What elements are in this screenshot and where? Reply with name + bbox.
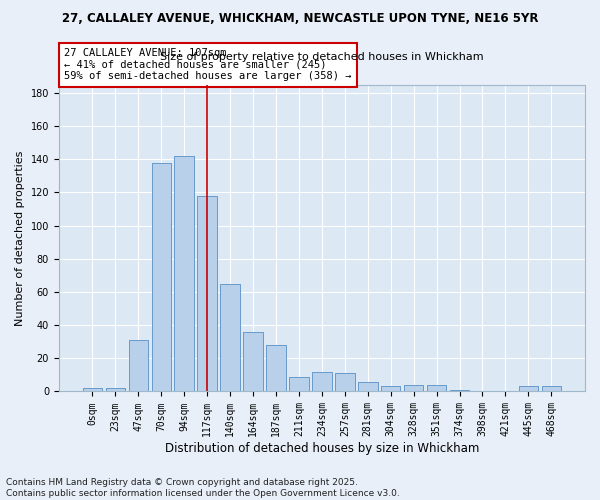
Bar bbox=[518, 386, 538, 392]
X-axis label: Distribution of detached houses by size in Whickham: Distribution of detached houses by size … bbox=[165, 442, 479, 455]
Bar bbox=[542, 386, 561, 392]
Bar bbox=[244, 332, 263, 392]
Bar bbox=[106, 388, 125, 392]
Bar bbox=[175, 156, 194, 392]
Text: 27, CALLALEY AVENUE, WHICKHAM, NEWCASTLE UPON TYNE, NE16 5YR: 27, CALLALEY AVENUE, WHICKHAM, NEWCASTLE… bbox=[62, 12, 538, 26]
Bar bbox=[335, 373, 355, 392]
Bar bbox=[427, 385, 446, 392]
Bar bbox=[152, 162, 171, 392]
Bar bbox=[404, 385, 424, 392]
Bar bbox=[197, 196, 217, 392]
Bar bbox=[358, 382, 377, 392]
Bar bbox=[266, 345, 286, 392]
Title: Size of property relative to detached houses in Whickham: Size of property relative to detached ho… bbox=[160, 52, 484, 62]
Bar bbox=[381, 386, 400, 392]
Bar bbox=[128, 340, 148, 392]
Bar bbox=[450, 390, 469, 392]
Bar bbox=[289, 376, 308, 392]
Text: 27 CALLALEY AVENUE: 107sqm
← 41% of detached houses are smaller (245)
59% of sem: 27 CALLALEY AVENUE: 107sqm ← 41% of deta… bbox=[64, 48, 352, 82]
Bar bbox=[312, 372, 332, 392]
Y-axis label: Number of detached properties: Number of detached properties bbox=[15, 150, 25, 326]
Bar bbox=[220, 284, 240, 392]
Text: Contains HM Land Registry data © Crown copyright and database right 2025.
Contai: Contains HM Land Registry data © Crown c… bbox=[6, 478, 400, 498]
Bar bbox=[83, 388, 102, 392]
